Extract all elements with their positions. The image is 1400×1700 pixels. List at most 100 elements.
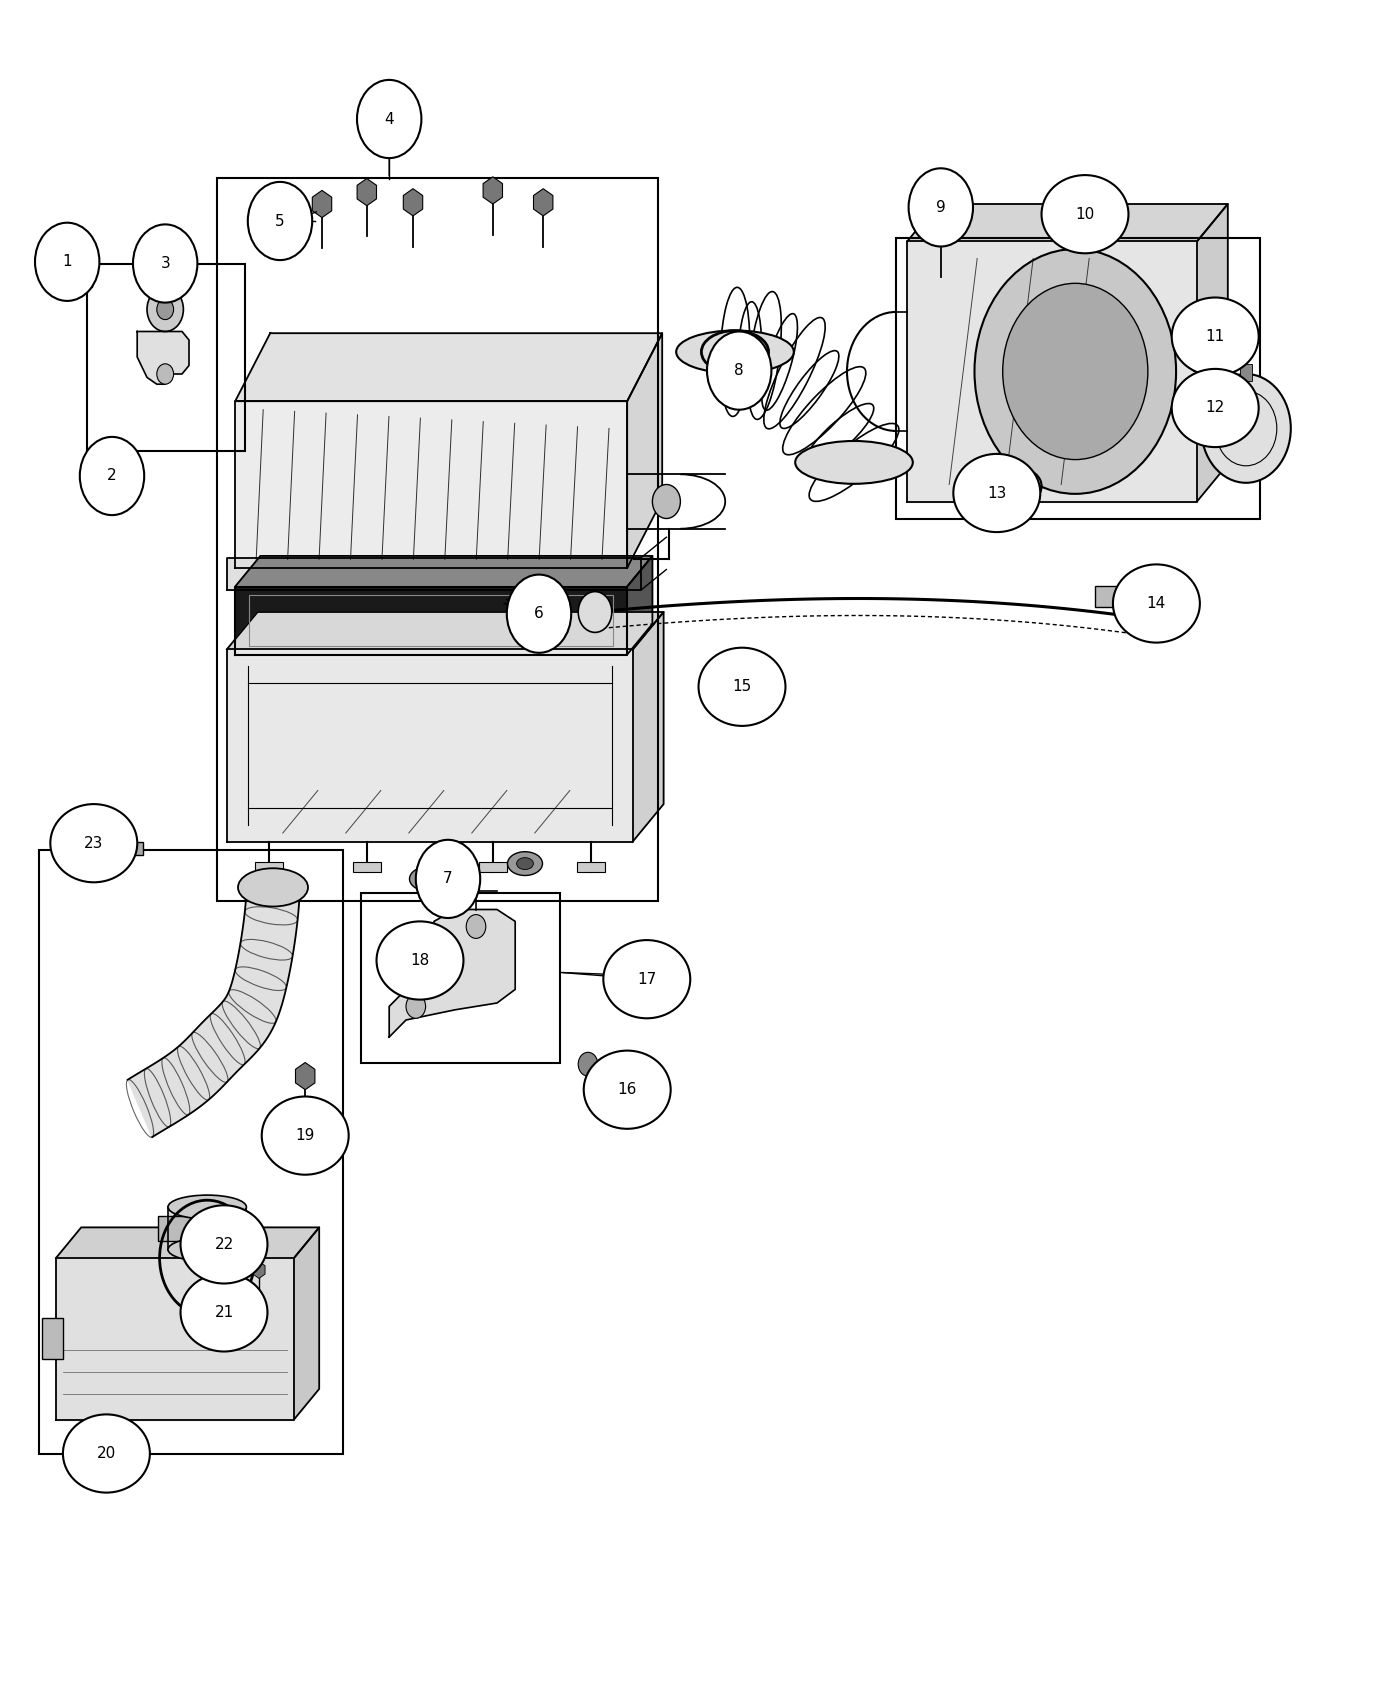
Circle shape [578, 592, 612, 632]
Ellipse shape [1042, 175, 1128, 253]
Text: 17: 17 [637, 972, 657, 986]
Polygon shape [227, 558, 641, 590]
Circle shape [466, 915, 486, 938]
Bar [577, 862, 605, 872]
Text: 1: 1 [63, 255, 71, 269]
Ellipse shape [50, 804, 137, 882]
Polygon shape [127, 887, 300, 1137]
Polygon shape [56, 1258, 294, 1420]
Bar [123, 842, 143, 855]
Polygon shape [1197, 204, 1228, 502]
Text: 9: 9 [937, 201, 945, 214]
Ellipse shape [909, 168, 973, 246]
Bar [479, 862, 507, 872]
Polygon shape [168, 1207, 246, 1250]
Ellipse shape [168, 1238, 246, 1261]
Polygon shape [235, 556, 652, 586]
Text: 10: 10 [1075, 207, 1095, 221]
Circle shape [1002, 284, 1148, 459]
Ellipse shape [603, 940, 690, 1018]
Polygon shape [235, 333, 662, 401]
Bar [255, 862, 283, 872]
Bar [896, 238, 1260, 518]
Polygon shape [235, 401, 627, 568]
Ellipse shape [795, 440, 913, 484]
Ellipse shape [584, 1051, 671, 1129]
Bar [78, 267, 92, 287]
Ellipse shape [35, 223, 99, 301]
Bar [158, 1216, 192, 1241]
Ellipse shape [377, 921, 463, 1000]
Ellipse shape [409, 867, 445, 891]
Circle shape [609, 1052, 629, 1076]
Ellipse shape [248, 182, 312, 260]
Polygon shape [227, 612, 664, 649]
Circle shape [147, 287, 183, 332]
Ellipse shape [80, 437, 144, 515]
Polygon shape [56, 1227, 319, 1258]
Text: 21: 21 [214, 1306, 234, 1319]
Bar [1095, 586, 1117, 607]
Text: 3: 3 [161, 257, 169, 270]
Ellipse shape [1172, 298, 1259, 376]
Ellipse shape [1113, 564, 1200, 643]
Text: 2: 2 [108, 469, 116, 483]
Circle shape [974, 250, 1176, 495]
Ellipse shape [707, 332, 771, 410]
Polygon shape [633, 612, 664, 842]
Ellipse shape [507, 575, 571, 653]
Circle shape [406, 994, 426, 1018]
Circle shape [652, 484, 680, 518]
Ellipse shape [419, 874, 435, 886]
Text: 14: 14 [1147, 597, 1166, 610]
Text: 15: 15 [732, 680, 752, 694]
Circle shape [1201, 374, 1291, 483]
Text: 4: 4 [385, 112, 393, 126]
Ellipse shape [181, 1273, 267, 1352]
Ellipse shape [63, 1414, 150, 1493]
Ellipse shape [133, 224, 197, 303]
Ellipse shape [699, 648, 785, 726]
Circle shape [157, 364, 174, 384]
Text: 19: 19 [295, 1129, 315, 1142]
Ellipse shape [953, 454, 1040, 532]
Text: 6: 6 [535, 607, 543, 620]
Circle shape [1142, 600, 1176, 641]
Ellipse shape [357, 80, 421, 158]
Polygon shape [907, 241, 1197, 502]
Ellipse shape [181, 1205, 267, 1284]
Text: 11: 11 [1205, 330, 1225, 343]
Ellipse shape [517, 857, 533, 870]
Ellipse shape [676, 330, 794, 374]
Bar [39, 850, 343, 1454]
Ellipse shape [238, 869, 308, 906]
Circle shape [427, 940, 447, 964]
Polygon shape [137, 332, 189, 384]
Bar [87, 264, 245, 450]
Text: 16: 16 [617, 1083, 637, 1096]
Bar [42, 1319, 63, 1360]
Circle shape [578, 1052, 598, 1076]
Text: 23: 23 [84, 836, 104, 850]
Bar [217, 178, 658, 901]
Ellipse shape [1172, 369, 1259, 447]
Text: 20: 20 [97, 1447, 116, 1460]
Ellipse shape [416, 840, 480, 918]
Ellipse shape [168, 1195, 246, 1219]
Polygon shape [627, 333, 662, 568]
Bar [361, 892, 560, 1062]
Polygon shape [294, 1227, 319, 1419]
Bar [1193, 347, 1218, 367]
Polygon shape [389, 910, 515, 1037]
Polygon shape [907, 204, 1228, 241]
Text: 5: 5 [276, 214, 284, 228]
Text: 12: 12 [1205, 401, 1225, 415]
Circle shape [157, 299, 174, 320]
Ellipse shape [262, 1096, 349, 1175]
Polygon shape [627, 556, 652, 654]
Text: 8: 8 [735, 364, 743, 377]
Bar [353, 862, 381, 872]
Polygon shape [227, 649, 633, 842]
Bar [1240, 364, 1252, 381]
Polygon shape [235, 586, 627, 654]
